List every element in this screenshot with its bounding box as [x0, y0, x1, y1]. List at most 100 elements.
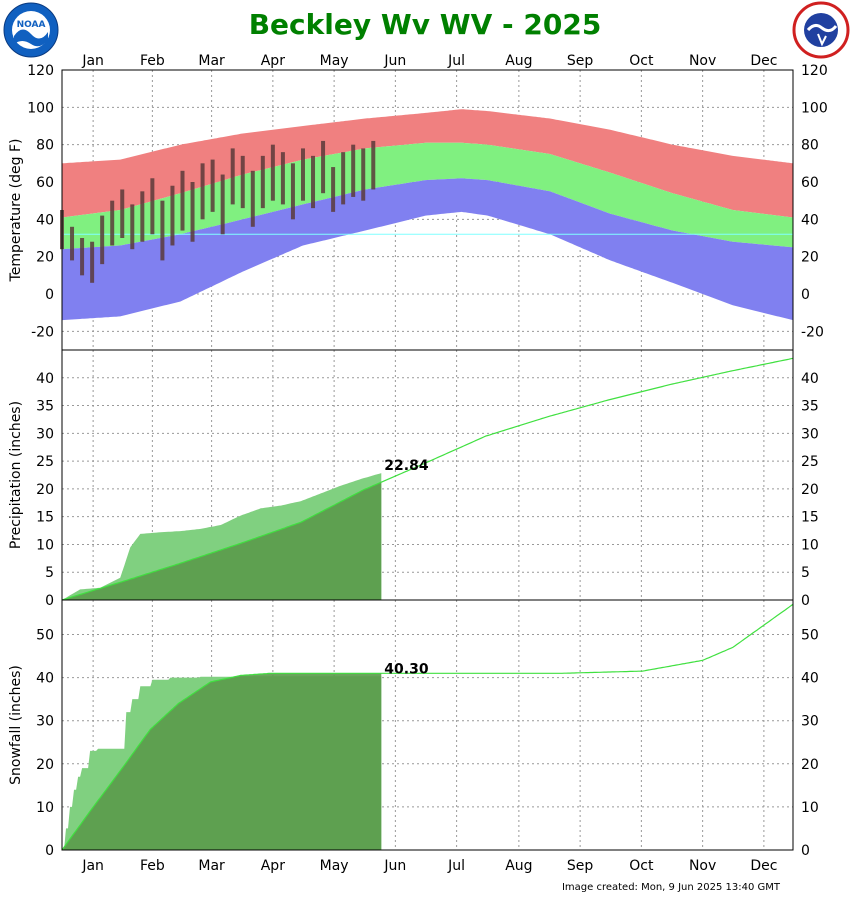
- y-tick-label-right: 0: [801, 287, 810, 303]
- observed-temp-bar: [321, 140, 326, 194]
- observed-temp-bar: [200, 163, 205, 220]
- observed-temp-bar: [341, 152, 346, 205]
- noaa-logo-icon: NOAA: [3, 2, 59, 58]
- month-label-top: Jul: [447, 53, 465, 69]
- month-label-bottom: Jan: [81, 858, 104, 874]
- y-tick-label-right: 30: [801, 714, 819, 730]
- y-tick-label-right: 40: [801, 212, 819, 228]
- month-label-bottom: Jul: [447, 858, 465, 874]
- y-tick-label-left: 60: [36, 175, 54, 191]
- observed-temp-bar: [280, 152, 285, 205]
- panel-frame: [61, 599, 794, 851]
- y-tick-label-right: 20: [801, 757, 819, 773]
- y-tick-label-left: 10: [36, 800, 54, 816]
- y-tick-label-left: 30: [36, 714, 54, 730]
- observed-temp-bar: [311, 155, 316, 209]
- nws-logo-icon: [792, 1, 850, 59]
- y-tick-label-right: 5: [801, 565, 810, 581]
- y-tick-label-left: 50: [36, 627, 54, 643]
- y-tick-label-left: 25: [36, 454, 54, 470]
- month-label-top: May: [320, 53, 349, 69]
- month-label-bottom: Aug: [505, 858, 532, 874]
- y-tick-label-left: 40: [36, 671, 54, 687]
- observed-temp-bar: [150, 178, 155, 235]
- y-tick-label-right: 25: [801, 454, 819, 470]
- y-tick-label-left: 15: [36, 510, 54, 526]
- y-tick-label-left: -20: [31, 324, 54, 340]
- month-label-top: Oct: [629, 53, 654, 69]
- observed-temp-bar: [90, 241, 95, 283]
- ytd-total-label: 22.84: [384, 458, 429, 474]
- month-label-bottom: Dec: [750, 858, 777, 874]
- month-label-bottom: May: [320, 858, 349, 874]
- y-tick-label-right: 35: [801, 399, 819, 415]
- y-tick-label-left: 0: [45, 843, 54, 859]
- y-tick-label-right: 50: [801, 627, 819, 643]
- month-label-top: Jun: [383, 53, 406, 69]
- observed-temp-bar: [180, 170, 185, 231]
- observed-temp-bar: [160, 200, 165, 261]
- month-label-top: Mar: [198, 53, 225, 69]
- y-tick-label-right: 80: [801, 138, 819, 154]
- record-high-band: [62, 109, 793, 218]
- observed-temp-bar: [331, 167, 336, 212]
- observed-temp-bar: [351, 144, 356, 197]
- noaa-logo-label: NOAA: [17, 20, 46, 30]
- month-label-top: Feb: [140, 53, 165, 69]
- y-tick-label-right: 10: [801, 800, 819, 816]
- observed-temp-bar: [100, 215, 105, 265]
- y-tick-label-left: 35: [36, 399, 54, 415]
- record-low-band: [62, 178, 793, 321]
- observed-temp-bar: [110, 200, 115, 246]
- y-tick-label-left: 5: [45, 565, 54, 581]
- observed-temp-bar: [361, 148, 366, 201]
- y-tick-label-right: -20: [801, 324, 824, 340]
- y-tick-label-right: 120: [801, 63, 828, 79]
- normal-cumulative-fill: [62, 673, 382, 850]
- observed-temp-bar: [210, 159, 215, 212]
- y-tick-label-left: 40: [36, 371, 54, 387]
- month-label-top: Apr: [261, 53, 285, 69]
- observed-temp-bar: [371, 140, 376, 190]
- month-label-bottom: Jun: [383, 858, 406, 874]
- month-label-bottom: Apr: [261, 858, 285, 874]
- image-created-footer: Image created: Mon, 9 Jun 2025 13:40 GMT: [562, 882, 781, 893]
- y-tick-label-left: 0: [45, 593, 54, 609]
- normal-band: [62, 142, 793, 250]
- page-title: Beckley Wv WV - 2025: [249, 8, 602, 41]
- observed-temp-bar: [300, 148, 305, 201]
- observed-temp-bar: [230, 148, 235, 205]
- month-label-top: Nov: [689, 53, 716, 69]
- normal-cumulative-line: [61, 603, 794, 851]
- y-tick-label-left: 20: [36, 482, 54, 498]
- month-label-bottom: Sep: [567, 858, 594, 874]
- month-label-top: Sep: [567, 53, 594, 69]
- y-tick-label-right: 30: [801, 426, 819, 442]
- observed-temp-bar: [120, 189, 125, 238]
- month-label-bottom: Oct: [629, 858, 654, 874]
- y-tick-label-left: 100: [27, 100, 54, 116]
- y-tick-label-left: 10: [36, 537, 54, 553]
- observed-temp-bar: [70, 226, 75, 261]
- y-tick-label-right: 20: [801, 250, 819, 266]
- y-tick-label-right: 60: [801, 175, 819, 191]
- y-tick-label-left: 80: [36, 138, 54, 154]
- observed-temp-bar: [140, 191, 145, 242]
- month-label-top: Jan: [81, 53, 104, 69]
- y-tick-label-right: 40: [801, 371, 819, 387]
- y-tick-label-right: 10: [801, 537, 819, 553]
- observed-temp-bar: [220, 174, 225, 235]
- month-label-top: Aug: [505, 53, 532, 69]
- y-tick-label-right: 100: [801, 100, 828, 116]
- y-tick-label-right: 0: [801, 843, 810, 859]
- observed-temp-bar: [240, 155, 245, 209]
- observed-temp-bar: [260, 155, 265, 209]
- ytd-total-label: 40.30: [384, 661, 429, 677]
- observed-temp-bar: [290, 163, 295, 220]
- y-tick-label-left: 20: [36, 757, 54, 773]
- y-axis-label: Snowfall (inches): [8, 665, 24, 785]
- month-label-bottom: Feb: [140, 858, 165, 874]
- y-axis-label: Temperature (deg F): [8, 139, 24, 283]
- y-tick-label-left: 40: [36, 212, 54, 228]
